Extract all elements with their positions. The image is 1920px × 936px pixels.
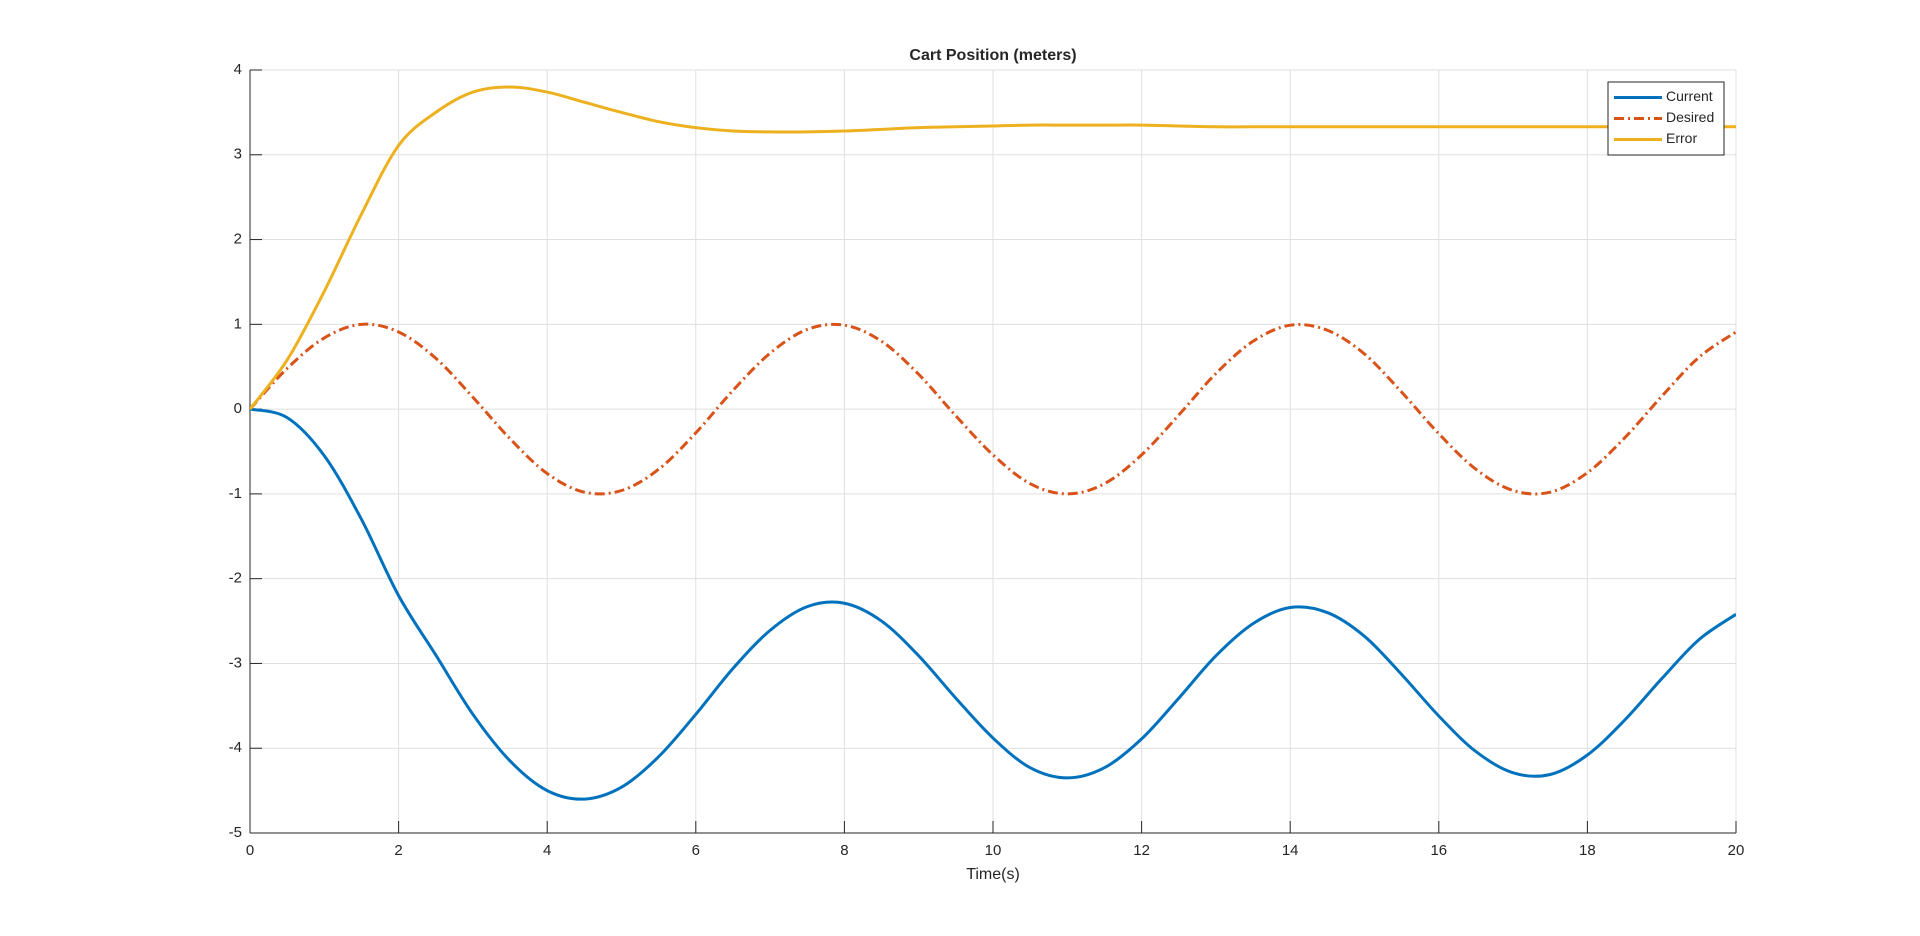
y-tick-label: -1	[229, 485, 242, 502]
x-tick-label: 8	[840, 842, 848, 859]
x-tick-label: 18	[1579, 842, 1596, 859]
y-tick-label: 1	[234, 315, 242, 332]
x-tick-label: 10	[985, 842, 1002, 859]
chart-title: Cart Position (meters)	[909, 47, 1076, 64]
legend-label: Current	[1666, 88, 1713, 104]
x-tick-label: 4	[543, 842, 551, 859]
x-tick-label: 6	[692, 842, 700, 859]
x-tick-label: 14	[1282, 842, 1299, 859]
x-axis-label: Time(s)	[966, 866, 1020, 883]
x-tick-label: 2	[394, 842, 402, 859]
legend-label: Desired	[1666, 109, 1714, 125]
y-tick-label: -5	[229, 824, 242, 841]
x-tick-label: 16	[1430, 842, 1447, 859]
series-line	[250, 407, 1736, 801]
y-tick-label: 3	[234, 146, 242, 163]
y-tick-label: -3	[229, 654, 242, 671]
series-line	[250, 85, 1736, 411]
y-tick-label: 2	[234, 231, 242, 248]
legend-box	[1607, 81, 1725, 156]
x-tick-label: 20	[1728, 842, 1745, 859]
y-tick-label: 4	[234, 61, 242, 78]
legend-label: Error	[1666, 130, 1697, 146]
y-tick-label: -4	[229, 739, 242, 756]
series-line	[250, 322, 1736, 496]
x-tick-label: 0	[246, 842, 254, 859]
x-tick-label: 12	[1133, 842, 1150, 859]
y-tick-label: 0	[234, 400, 242, 417]
y-tick-label: -2	[229, 570, 242, 587]
